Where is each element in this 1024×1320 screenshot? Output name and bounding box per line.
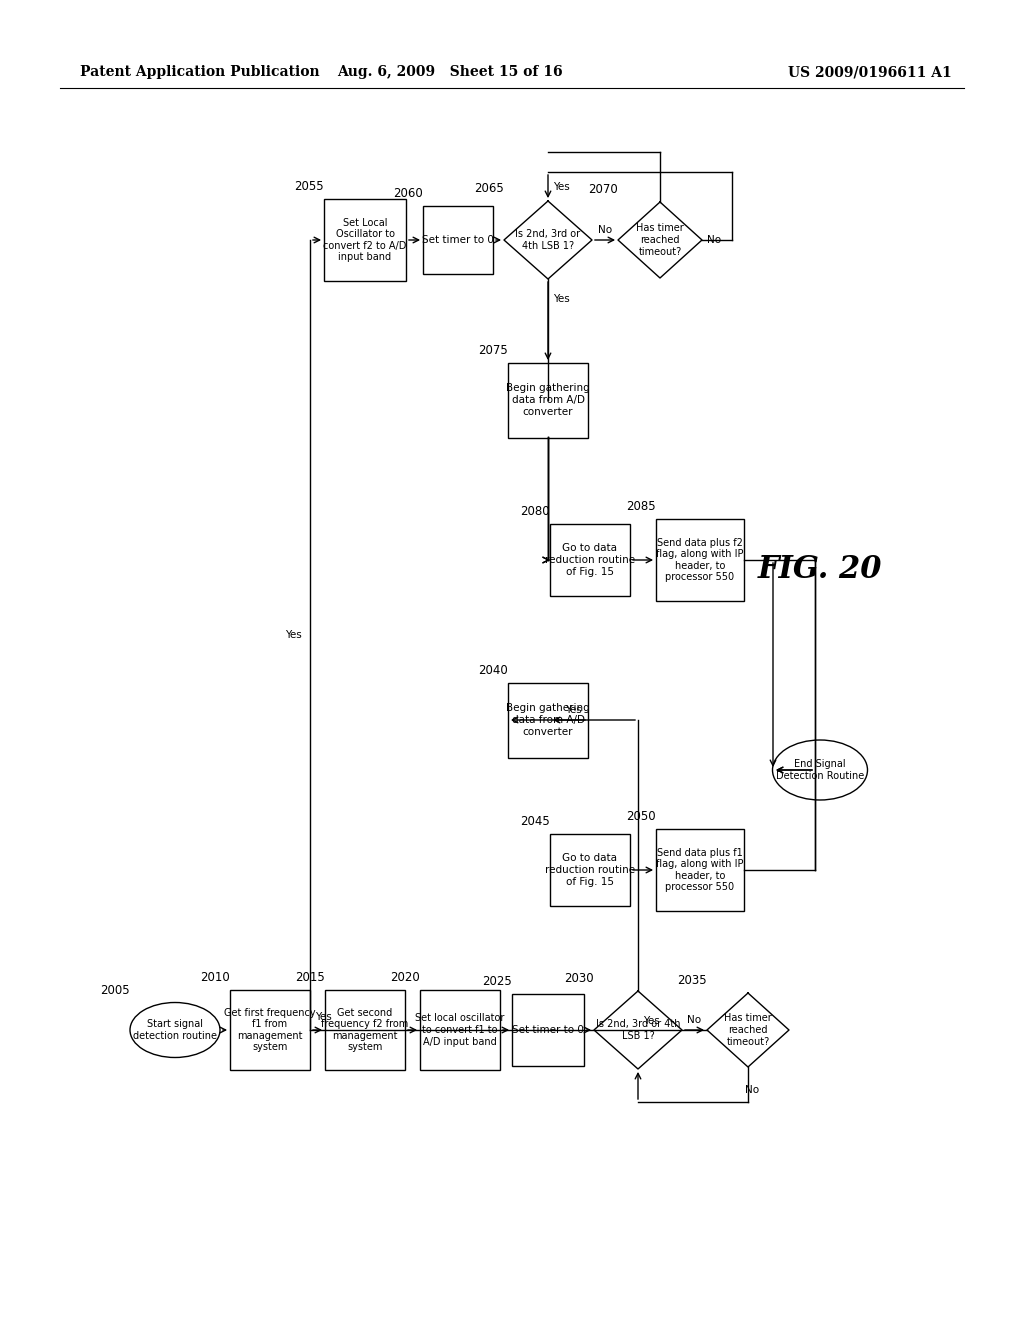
Text: Aug. 6, 2009   Sheet 15 of 16: Aug. 6, 2009 Sheet 15 of 16 [337, 65, 563, 79]
Text: Yes: Yes [315, 1012, 332, 1022]
FancyBboxPatch shape [656, 829, 744, 911]
Text: Patent Application Publication: Patent Application Publication [80, 65, 319, 79]
Text: Yes: Yes [643, 1016, 659, 1026]
FancyBboxPatch shape [550, 524, 630, 597]
Text: Set Local
Oscillator to
convert f2 to A/D
input band: Set Local Oscillator to convert f2 to A/… [324, 218, 407, 263]
FancyBboxPatch shape [325, 990, 406, 1071]
Polygon shape [618, 202, 702, 279]
FancyBboxPatch shape [423, 206, 493, 275]
FancyBboxPatch shape [550, 834, 630, 906]
Text: 2080: 2080 [520, 506, 550, 517]
Text: No: No [687, 1015, 701, 1026]
Text: Yes: Yes [553, 294, 569, 304]
Text: 2060: 2060 [393, 187, 423, 201]
Ellipse shape [772, 741, 867, 800]
FancyBboxPatch shape [420, 990, 500, 1071]
Text: Get second
frequency f2 from
management
system: Get second frequency f2 from management … [322, 1007, 409, 1052]
Polygon shape [707, 993, 790, 1067]
Text: 2015: 2015 [295, 972, 325, 983]
Text: 2045: 2045 [520, 814, 550, 828]
FancyBboxPatch shape [656, 519, 744, 601]
Text: Yes: Yes [564, 705, 582, 715]
FancyBboxPatch shape [230, 990, 310, 1071]
Text: Go to data
reduction routine
of Fig. 15: Go to data reduction routine of Fig. 15 [545, 854, 635, 887]
Text: Get first frequency
f1 from
management
system: Get first frequency f1 from management s… [224, 1007, 315, 1052]
Text: Set local oscillator
to convert f1 to
A/D input band: Set local oscillator to convert f1 to A/… [416, 1014, 505, 1047]
FancyBboxPatch shape [512, 994, 584, 1067]
Text: Set timer to 0: Set timer to 0 [512, 1026, 584, 1035]
Text: No: No [598, 224, 612, 235]
Text: 2040: 2040 [478, 664, 508, 676]
Text: Yes: Yes [553, 182, 569, 191]
Text: Start signal
detection routine: Start signal detection routine [133, 1019, 217, 1040]
Text: 2070: 2070 [588, 183, 618, 195]
Text: 2050: 2050 [627, 810, 656, 822]
FancyBboxPatch shape [324, 199, 406, 281]
Ellipse shape [130, 1002, 220, 1057]
Text: FIG. 20: FIG. 20 [758, 554, 883, 586]
Text: 2030: 2030 [564, 972, 594, 985]
Text: 2025: 2025 [482, 975, 512, 987]
Text: Send data plus f1
flag, along with IP
header, to
processor 550: Send data plus f1 flag, along with IP he… [656, 847, 743, 892]
Text: Begin gathering
data from A/D
converter: Begin gathering data from A/D converter [506, 383, 590, 417]
Text: Send data plus f2
flag, along with IP
header, to
processor 550: Send data plus f2 flag, along with IP he… [656, 537, 743, 582]
Text: 2055: 2055 [294, 180, 324, 193]
Text: Yes: Yes [286, 630, 302, 640]
Text: 2005: 2005 [100, 983, 130, 997]
Text: No: No [744, 1085, 759, 1096]
Text: 2085: 2085 [627, 500, 656, 513]
FancyBboxPatch shape [508, 682, 588, 758]
Text: 2065: 2065 [474, 182, 504, 195]
Text: Has timer
reached
timeout?: Has timer reached timeout? [724, 1014, 772, 1047]
Text: 2035: 2035 [677, 974, 707, 987]
Text: US 2009/0196611 A1: US 2009/0196611 A1 [788, 65, 952, 79]
Polygon shape [504, 201, 592, 279]
Text: End Signal
Detection Routine: End Signal Detection Routine [776, 759, 864, 781]
Text: Go to data
reduction routine
of Fig. 15: Go to data reduction routine of Fig. 15 [545, 544, 635, 577]
Text: No: No [707, 235, 721, 246]
Text: Is 2nd, 3rd or 4th
LSB 1?: Is 2nd, 3rd or 4th LSB 1? [596, 1019, 680, 1040]
Text: Is 2nd, 3rd or
4th LSB 1?: Is 2nd, 3rd or 4th LSB 1? [515, 230, 581, 251]
FancyBboxPatch shape [508, 363, 588, 437]
Text: 2010: 2010 [201, 972, 230, 983]
Text: 2020: 2020 [390, 972, 420, 983]
Polygon shape [594, 991, 682, 1069]
Text: Has timer
reached
timeout?: Has timer reached timeout? [636, 223, 684, 256]
Text: Begin gathering
data from A/D
converter: Begin gathering data from A/D converter [506, 704, 590, 737]
Text: 2075: 2075 [478, 343, 508, 356]
Text: Set timer to 0: Set timer to 0 [422, 235, 494, 246]
